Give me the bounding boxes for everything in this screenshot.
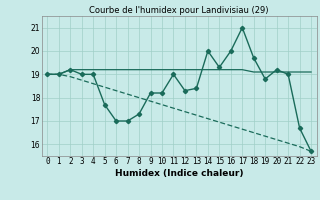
X-axis label: Humidex (Indice chaleur): Humidex (Indice chaleur) (115, 169, 244, 178)
Title: Courbe de l'humidex pour Landivisiau (29): Courbe de l'humidex pour Landivisiau (29… (90, 6, 269, 15)
